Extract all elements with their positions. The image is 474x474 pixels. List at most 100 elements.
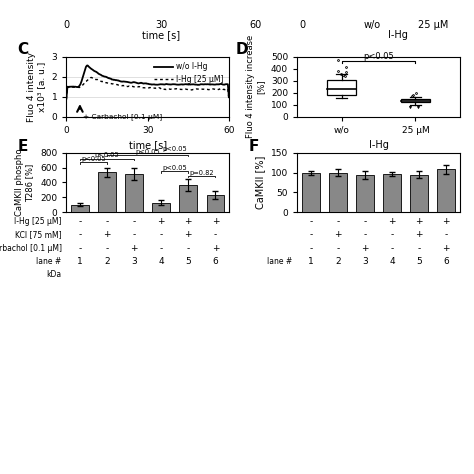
Text: +: +: [415, 230, 423, 239]
Text: kDa: kDa: [46, 270, 62, 279]
Text: -: -: [78, 244, 82, 253]
w/o I-Hg: [160, 82, 166, 87]
Text: -: -: [391, 244, 394, 253]
w/o I-Hg: [85, 63, 91, 68]
Text: -: -: [309, 217, 312, 226]
Text: 0: 0: [299, 20, 305, 30]
w/o I-Hg: [211, 82, 217, 87]
Text: -: -: [160, 244, 163, 253]
Text: +: +: [443, 217, 450, 226]
Text: I-Hg [25 μM]: I-Hg [25 μM]: [14, 217, 62, 226]
Text: KCl [75 mM]: KCl [75 mM]: [15, 230, 62, 239]
Text: 5: 5: [416, 257, 422, 266]
Text: -: -: [364, 230, 366, 239]
Text: E: E: [18, 139, 28, 155]
Text: +: +: [361, 244, 369, 253]
Bar: [410, 174, 428, 212]
Y-axis label: Fluo 4 intensity
x10³ [a. u.]: Fluo 4 intensity x10³ [a. u.]: [27, 52, 46, 122]
Text: 3: 3: [131, 257, 137, 266]
I-Hg [25 μM]: [64, 91, 70, 96]
Text: -: -: [309, 230, 312, 239]
X-axis label: time [s]: time [s]: [128, 140, 167, 150]
Text: -: -: [187, 244, 190, 253]
w/o I-Hg: [226, 94, 232, 100]
Text: p<0.05: p<0.05: [135, 149, 160, 155]
Text: +: +: [157, 217, 165, 226]
I-Hg [25 μM]: [89, 74, 94, 80]
Text: -: -: [132, 217, 136, 226]
I-Hg [25 μM]: [211, 86, 217, 92]
Bar: [125, 174, 143, 212]
Bar: [329, 173, 346, 212]
Bar: [71, 205, 89, 212]
Bar: [180, 185, 197, 212]
Text: +: +: [130, 244, 138, 253]
Bar: [401, 100, 430, 102]
Text: time [s]: time [s]: [142, 30, 180, 40]
Bar: [438, 169, 455, 212]
Text: 2: 2: [104, 257, 110, 266]
Text: p<0.05: p<0.05: [81, 156, 106, 162]
Bar: [302, 173, 319, 212]
Text: p<0.05: p<0.05: [163, 146, 187, 152]
Text: p<0.05: p<0.05: [95, 152, 119, 158]
Legend: w/o I-Hg, I-Hg [25 μM]: w/o I-Hg, I-Hg [25 μM]: [153, 61, 225, 86]
Text: -: -: [364, 217, 366, 226]
Text: +: +: [443, 244, 450, 253]
Text: 6: 6: [443, 257, 449, 266]
Text: lane #: lane #: [267, 257, 292, 266]
Text: -: -: [105, 217, 109, 226]
Text: 1: 1: [308, 257, 314, 266]
Text: +: +: [211, 244, 219, 253]
Text: +: +: [184, 230, 192, 239]
w/o I-Hg: [201, 82, 207, 87]
Text: 6: 6: [212, 257, 218, 266]
Text: +: +: [103, 230, 111, 239]
Text: + Carbachol [0.1 μM]: + Carbachol [0.1 μM]: [82, 113, 162, 120]
Bar: [98, 172, 116, 212]
Text: +: +: [388, 217, 396, 226]
Bar: [207, 195, 224, 212]
w/o I-Hg: [161, 82, 166, 87]
Text: 3: 3: [362, 257, 368, 266]
Text: w/o: w/o: [364, 20, 381, 30]
Text: +: +: [211, 217, 219, 226]
Text: p=0.82: p=0.82: [190, 170, 214, 175]
w/o I-Hg: [64, 96, 69, 101]
Text: +: +: [415, 217, 423, 226]
Text: 1: 1: [77, 257, 83, 266]
Bar: [327, 80, 356, 95]
w/o I-Hg: [64, 90, 70, 96]
Y-axis label: CaMKII phospho
T286 [%]: CaMKII phospho T286 [%]: [15, 149, 35, 216]
Text: 30: 30: [155, 20, 167, 30]
I-Hg [25 μM]: [160, 86, 166, 92]
Text: C: C: [18, 42, 29, 57]
Text: 60: 60: [250, 20, 262, 30]
Text: -: -: [78, 217, 82, 226]
I-Hg [25 μM]: [164, 87, 169, 92]
Text: -: -: [336, 244, 339, 253]
Line: w/o I-Hg: w/o I-Hg: [66, 65, 229, 99]
I-Hg [25 μM]: [201, 86, 207, 92]
w/o I-Hg: [164, 81, 169, 87]
Text: -: -: [78, 230, 82, 239]
X-axis label: I-Hg: I-Hg: [369, 140, 388, 150]
I-Hg [25 μM]: [64, 96, 69, 102]
Y-axis label: Fluo 4 intensity increase
[%]: Fluo 4 intensity increase [%]: [246, 35, 265, 138]
Text: -: -: [214, 230, 217, 239]
Text: +: +: [334, 230, 342, 239]
Text: -: -: [105, 244, 109, 253]
Text: I-Hg: I-Hg: [389, 30, 408, 40]
Text: 0: 0: [64, 20, 69, 30]
Text: -: -: [309, 244, 312, 253]
Text: 4: 4: [389, 257, 395, 266]
Text: F: F: [248, 139, 259, 155]
Text: -: -: [418, 244, 421, 253]
Text: lane #: lane #: [36, 257, 62, 266]
I-Hg [25 μM]: [161, 86, 166, 92]
Text: -: -: [160, 230, 163, 239]
Text: -: -: [336, 217, 339, 226]
Text: -: -: [132, 230, 136, 239]
Text: 5: 5: [185, 257, 191, 266]
Text: -: -: [391, 230, 394, 239]
